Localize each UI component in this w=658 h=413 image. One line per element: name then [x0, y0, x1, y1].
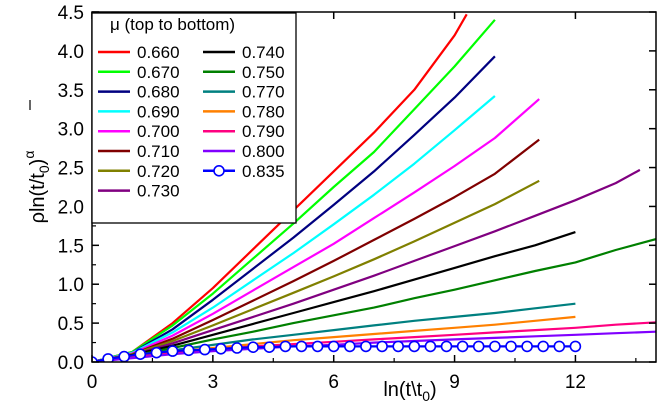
x-tick-label: 6 [328, 372, 339, 393]
data-point-0.835 [343, 340, 356, 353]
data-point-0.835 [247, 341, 259, 354]
y-tick-label: 0.5 [58, 314, 84, 335]
legend-label: 0.790 [242, 122, 285, 141]
series-line-0.720 [92, 179, 540, 362]
y-tick-label: 4.0 [58, 42, 84, 63]
x-axis-label: ln(t\t0) [383, 379, 436, 404]
y-tick-label: 3.0 [58, 120, 84, 141]
series-line-0.690 [92, 95, 496, 362]
data-point-0.835 [182, 344, 195, 357]
legend-label: 0.800 [242, 142, 285, 161]
data-point-0.835 [537, 340, 550, 353]
series-line-0.700 [92, 98, 540, 362]
data-point-0.835 [472, 340, 485, 353]
x-tick-label: 12 [565, 372, 586, 393]
legend-label: 0.660 [137, 43, 180, 62]
x-tick-label: 0 [87, 372, 98, 393]
series-line-0.680 [92, 55, 496, 362]
data-point-0.835 [92, 356, 98, 362]
data-point-0.835 [134, 348, 147, 361]
x-tick-label: 3 [208, 372, 219, 393]
data-point-0.835 [231, 342, 243, 354]
data-point-0.835 [553, 340, 566, 353]
data-point-0.835 [440, 340, 453, 353]
legend-box [91, 12, 297, 224]
legend: μ (top to bottom)0.6600.6700.6800.6900.7… [91, 12, 297, 224]
y-tick-label: 1.5 [58, 236, 84, 257]
legend-label: 0.700 [137, 122, 180, 141]
legend-label: 0.770 [242, 83, 285, 102]
data-point-0.835 [408, 340, 421, 353]
data-point-0.835 [505, 340, 517, 353]
axes-layer: 0 3 6 9 12 0.0 0.5 1.0 1.5 2.0 2.5 3.0 3.5 4.0 4.5 ln(t… [21, 3, 657, 404]
legend-label: 0.690 [137, 102, 180, 121]
data-point-0.835 [118, 350, 130, 362]
y-tick-label: 3.5 [58, 81, 84, 102]
data-point-0.835 [392, 340, 405, 353]
y-tick-label: 1.0 [58, 275, 84, 296]
data-point-0.835 [360, 340, 372, 353]
y-tick-label: 0.0 [58, 353, 84, 374]
legend-label: 0.680 [137, 83, 180, 102]
data-point-0.835 [376, 340, 388, 353]
series-layer [92, 13, 656, 362]
data-point-0.835 [102, 353, 114, 362]
legend-label: 0.780 [242, 102, 285, 121]
legend-label: 0.730 [137, 182, 180, 201]
data-point-0.835 [263, 341, 276, 354]
legend-label: 0.835 [242, 162, 285, 181]
legend-title: μ (top to bottom) [110, 15, 235, 34]
legend-label: 0.750 [242, 63, 285, 82]
data-point-0.835 [166, 345, 179, 357]
y-tick-label: 4.5 [58, 3, 84, 24]
y-tick-label: 2.0 [58, 197, 84, 218]
data-point-0.835 [295, 340, 308, 353]
data-point-0.835 [456, 340, 469, 353]
legend-label: 0.720 [137, 162, 180, 181]
y-tick-label: 2.5 [58, 159, 84, 180]
y-axis-label: ρln(t/t0)α [21, 151, 52, 224]
data-point-0.835 [199, 343, 211, 356]
legend-label: 0.670 [137, 63, 180, 82]
data-point-0.835 [569, 340, 582, 353]
legend-label: 0.740 [242, 43, 285, 62]
data-point-0.835 [150, 346, 163, 359]
legend-label: 0.710 [137, 142, 180, 161]
data-point-0.835 [489, 340, 501, 353]
legend-marker [213, 165, 225, 177]
data-point-0.835 [279, 340, 292, 353]
data-point-0.835 [215, 342, 227, 355]
data-point-0.835 [311, 340, 324, 353]
data-point-0.835 [521, 340, 533, 353]
series-line-0.750 [92, 238, 656, 362]
data-point-0.835 [327, 340, 340, 353]
data-point-0.835 [424, 340, 437, 353]
x-tick-label: 9 [449, 372, 460, 393]
series-line-0.710 [92, 138, 540, 362]
series-line-0.730 [92, 168, 641, 362]
